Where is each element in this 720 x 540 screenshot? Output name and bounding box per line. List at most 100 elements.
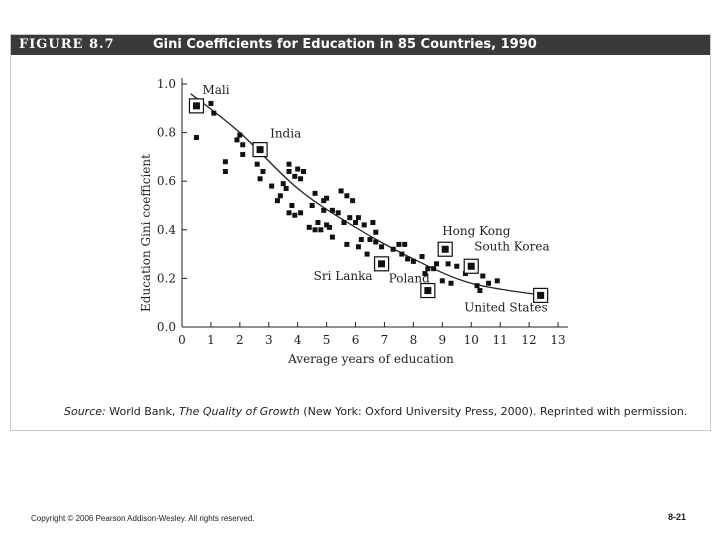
source-book-title: The Quality of Growth — [178, 405, 300, 418]
highlight-point — [424, 287, 432, 295]
data-point — [286, 161, 292, 167]
data-point — [240, 142, 246, 148]
data-point — [329, 207, 335, 213]
data-point — [309, 203, 315, 208]
data-point — [373, 239, 379, 245]
data-point — [292, 212, 298, 218]
x-tick-label: 11 — [493, 333, 508, 347]
data-point — [327, 224, 333, 230]
data-point — [344, 241, 350, 247]
data-point — [486, 280, 492, 286]
data-point — [280, 181, 286, 187]
data-point — [321, 198, 327, 204]
country-label: India — [270, 127, 301, 141]
data-point — [370, 220, 376, 226]
data-point — [318, 227, 324, 233]
data-point — [254, 161, 260, 167]
highlight-point — [256, 146, 264, 154]
x-tick-label: 13 — [550, 333, 565, 347]
country-label: Poland — [389, 272, 431, 286]
data-point — [277, 193, 283, 199]
data-point — [312, 190, 318, 196]
x-tick-label: 3 — [265, 333, 273, 347]
data-point — [419, 254, 425, 260]
data-point — [410, 258, 416, 264]
country-label: South Korea — [474, 239, 549, 253]
data-point — [347, 215, 353, 221]
source-body-2: (New York: Oxford University Press, 2000… — [299, 405, 688, 418]
data-point — [405, 256, 411, 262]
data-point — [396, 241, 402, 247]
data-point — [324, 222, 330, 228]
data-point — [390, 246, 396, 252]
x-tick-label: 12 — [521, 333, 536, 347]
data-point — [222, 168, 228, 174]
data-point — [474, 283, 480, 289]
data-point — [353, 220, 359, 226]
data-point — [358, 237, 364, 243]
figure-panel: FIGURE 8.7 Gini Coefficients for Educati… — [10, 34, 711, 431]
data-point — [439, 278, 445, 284]
data-point — [341, 220, 347, 226]
data-point — [425, 266, 431, 272]
data-point — [338, 188, 344, 194]
y-tick-label: 0.4 — [157, 223, 176, 237]
data-point — [373, 229, 379, 235]
data-point — [324, 195, 330, 201]
scatter-chart: 0 1 2 3 4 5 6 7 8 9 10 11 12 130.00.20.40.60.81.0 Mal… — [139, 77, 568, 366]
data-point — [364, 251, 370, 257]
x-tick-label: 5 — [323, 333, 331, 347]
y-tick-label: 0.0 — [157, 320, 176, 334]
data-point — [240, 151, 246, 157]
trend-line — [190, 93, 544, 297]
x-tick-label: 2 — [236, 333, 244, 347]
data-point — [300, 168, 306, 174]
axes: 0 1 2 3 4 5 6 7 8 9 10 11 12 130.00.20.40.60.81.0 — [157, 77, 568, 347]
source-note: Source: World Bank, The Quality of Growt… — [64, 405, 687, 418]
copyright-notice: Copyright © 2006 Pearson Addison-Wesley.… — [31, 514, 255, 523]
x-axis-label: Average years of education — [287, 352, 454, 366]
source-prefix: Source: — [64, 405, 106, 418]
data-point — [269, 183, 275, 189]
data-point — [298, 210, 304, 216]
data-point — [312, 227, 318, 233]
data-point — [361, 222, 367, 228]
figure-header: FIGURE 8.7 Gini Coefficients for Educati… — [11, 35, 710, 55]
data-point — [321, 207, 327, 213]
data-point — [283, 185, 289, 191]
data-point — [445, 261, 451, 267]
y-tick-label: 0.6 — [157, 174, 176, 188]
highlight-point — [467, 262, 475, 270]
highlight-point — [537, 291, 545, 299]
country-label: Hong Kong — [442, 224, 511, 238]
figure-label: FIGURE 8.7 — [19, 37, 115, 52]
data-point — [193, 134, 199, 140]
data-point — [208, 100, 214, 106]
y-tick-label: 1.0 — [157, 77, 176, 91]
data-point — [399, 251, 405, 257]
data-point — [295, 166, 301, 172]
data-point — [286, 210, 292, 216]
data-point — [292, 173, 298, 179]
data-point — [237, 132, 243, 138]
x-tick-label: 9 — [438, 333, 446, 347]
data-point — [211, 110, 217, 116]
data-point — [257, 176, 263, 182]
highlight-point — [441, 245, 449, 253]
data-point — [298, 176, 304, 182]
highlight-point — [192, 102, 200, 110]
trend-line-group — [190, 93, 544, 297]
data-point — [367, 237, 373, 243]
data-point — [350, 198, 356, 204]
data-points — [193, 100, 500, 294]
data-point — [477, 288, 483, 294]
data-point — [289, 203, 295, 208]
data-point — [274, 198, 280, 204]
data-point — [306, 224, 312, 230]
x-tick-label: 0 — [178, 333, 186, 347]
y-tick-label: 0.2 — [157, 271, 176, 285]
source-body-1: World Bank, — [105, 405, 179, 418]
x-tick-label: 10 — [464, 333, 479, 347]
x-tick-label: 1 — [207, 333, 215, 347]
